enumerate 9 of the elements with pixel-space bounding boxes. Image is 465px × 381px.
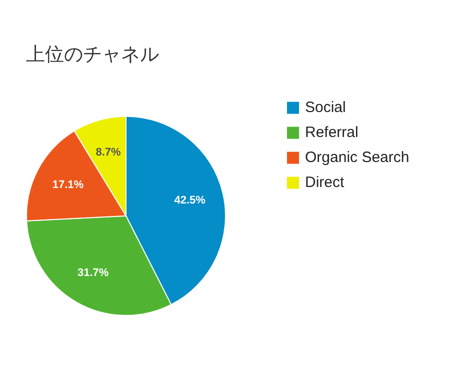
data-label: 8.7%: [96, 146, 122, 159]
legend-label: Organic Search: [305, 148, 410, 166]
data-label: 42.5%: [174, 194, 206, 207]
data-label: 31.7%: [78, 266, 109, 279]
legend-label: Referral: [305, 124, 358, 141]
legend-label: Direct: [305, 174, 345, 191]
chart-title: 上位のチャネル: [26, 43, 159, 66]
legend-label: Social: [305, 98, 346, 116]
data-label: 17.1%: [52, 179, 84, 192]
